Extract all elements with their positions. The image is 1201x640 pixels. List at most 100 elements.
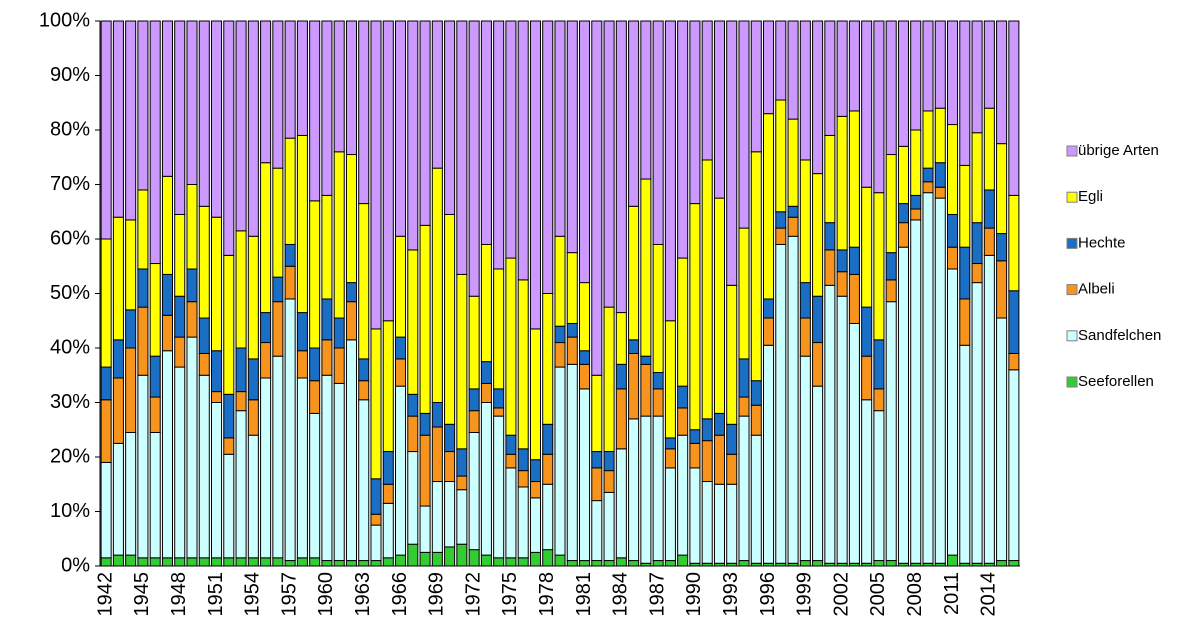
bar-segment xyxy=(983,189,995,229)
bar-segment xyxy=(750,151,762,382)
bar-segment xyxy=(333,20,345,153)
bar-segment xyxy=(247,235,259,360)
bar-segment xyxy=(738,560,750,567)
x-tick-label: 1963 xyxy=(352,572,374,617)
bar-segment xyxy=(480,382,492,403)
bar-segment xyxy=(149,355,161,398)
bar-segment xyxy=(591,560,603,567)
bar-segment xyxy=(382,20,394,322)
bar-segment xyxy=(971,20,983,134)
bar-segment xyxy=(812,295,824,344)
bar-segment xyxy=(603,491,615,562)
legend-label: Seeforellen xyxy=(1078,373,1154,390)
y-tick-label: 50% xyxy=(50,282,90,304)
bar-segment xyxy=(100,366,112,401)
x-tick-label: 1957 xyxy=(278,572,300,617)
bar-segment xyxy=(517,448,529,472)
bar-segment xyxy=(125,219,137,311)
bar-segment xyxy=(959,164,971,248)
bar-segment xyxy=(419,505,431,553)
bar-segment xyxy=(309,380,321,414)
bar-segment xyxy=(419,551,431,567)
bar-segment xyxy=(664,320,676,439)
bar-segment xyxy=(885,154,897,254)
legend-swatch xyxy=(1066,330,1078,342)
bar-segment xyxy=(566,322,578,338)
bar-segment xyxy=(247,399,259,436)
bar-segment xyxy=(186,268,198,303)
bar-segment xyxy=(947,213,959,248)
bar-segment xyxy=(996,20,1008,145)
bar-segment xyxy=(652,372,664,390)
bar-segment xyxy=(591,467,603,502)
bar-segment xyxy=(1008,352,1020,371)
bar-segment xyxy=(260,20,272,164)
bar-segment xyxy=(198,374,210,559)
legend-swatch xyxy=(1066,376,1078,388)
bar-segment xyxy=(505,257,517,436)
bar-segment xyxy=(542,20,554,294)
bar-segment xyxy=(100,20,112,240)
bar-segment xyxy=(824,249,836,286)
bar-segment xyxy=(419,434,431,507)
bar-segment xyxy=(247,434,259,559)
bar-segment xyxy=(579,282,591,352)
bar-segment xyxy=(628,560,640,567)
x-tick-label: 1960 xyxy=(315,572,337,617)
bar-segment xyxy=(431,426,443,483)
bar-segment xyxy=(321,298,333,341)
bar-segment xyxy=(407,451,419,545)
bar-segment xyxy=(112,339,124,379)
bar-segment xyxy=(272,20,284,169)
bar-segment xyxy=(1008,369,1020,562)
bar-segment xyxy=(529,20,541,330)
bar-segment xyxy=(444,451,456,483)
bar-segment xyxy=(910,219,922,564)
bar-segment xyxy=(726,20,738,286)
bar-segment xyxy=(897,145,909,205)
bar-segment xyxy=(444,213,456,425)
bar-segment xyxy=(296,312,308,352)
bar-segment xyxy=(296,350,308,379)
x-tick-label: 1984 xyxy=(610,572,632,617)
bar-segment xyxy=(480,243,492,363)
bar-segment xyxy=(309,347,321,382)
bar-segment xyxy=(296,377,308,559)
bar-segment xyxy=(358,203,370,360)
bar-segment xyxy=(787,205,799,218)
y-tick-label: 60% xyxy=(50,227,90,249)
bar-segment xyxy=(260,312,272,344)
y-tick-label: 10% xyxy=(50,500,90,522)
bar-segment xyxy=(664,437,676,450)
x-tick-label: 1993 xyxy=(720,572,742,617)
bar-segment xyxy=(579,20,591,284)
bar-segment xyxy=(174,557,186,567)
bar-segment xyxy=(615,388,627,450)
bar-segment xyxy=(468,20,480,297)
bar-segment xyxy=(345,560,357,567)
bar-segment xyxy=(799,355,811,562)
bar-segment xyxy=(395,235,407,338)
bar-segment xyxy=(897,20,909,147)
bar-segment xyxy=(591,20,603,376)
bar-segment xyxy=(456,489,468,545)
bar-segment xyxy=(125,554,137,567)
bar-segment xyxy=(211,216,223,352)
bar-segment xyxy=(812,20,824,175)
bar-segment xyxy=(370,524,382,562)
bar-segment xyxy=(161,175,173,275)
bar-segment xyxy=(959,20,971,166)
bar-segment xyxy=(542,453,554,485)
bar-segment xyxy=(137,268,149,308)
bar-segment xyxy=(505,557,517,567)
bar-segment xyxy=(996,560,1008,567)
bar-segment xyxy=(652,415,664,562)
x-tick-label: 1951 xyxy=(205,572,227,617)
bar-segment xyxy=(137,20,149,191)
bar-segment xyxy=(799,560,811,567)
bar-segment xyxy=(358,20,370,205)
bar-segment xyxy=(358,560,370,567)
bar-segment xyxy=(824,284,836,564)
bar-segment xyxy=(713,434,725,485)
bar-segment xyxy=(971,282,983,564)
